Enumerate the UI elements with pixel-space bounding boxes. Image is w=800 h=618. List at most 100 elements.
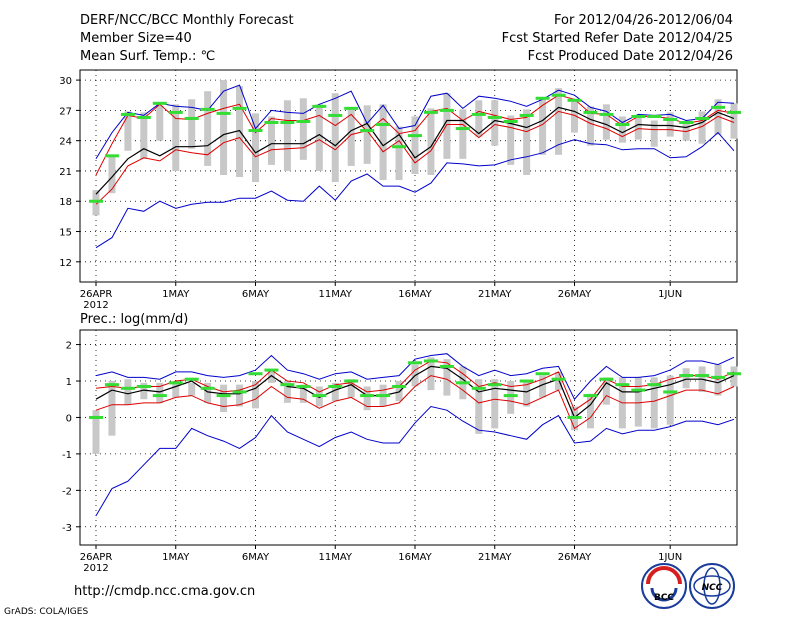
y-tick-label: 1 xyxy=(66,377,72,388)
ncc-logo: NCC xyxy=(689,563,735,609)
spread-box xyxy=(475,379,483,434)
x-year-label: 2012 xyxy=(83,300,108,311)
median-mark xyxy=(647,114,662,118)
spread-box xyxy=(411,116,419,174)
spread-box xyxy=(172,382,180,398)
median-mark xyxy=(89,415,103,419)
median-mark xyxy=(264,368,279,372)
median-mark xyxy=(248,372,263,376)
plot-frame xyxy=(79,329,738,546)
median-mark xyxy=(503,119,518,123)
spread-box xyxy=(92,190,100,216)
median-mark xyxy=(439,364,454,368)
y-tick-label: 21 xyxy=(59,167,72,178)
median-mark xyxy=(408,361,422,365)
x-tick-label: 1MAY xyxy=(162,552,190,563)
spread-box xyxy=(523,381,531,407)
variable-label: Mean Surf. Temp.: ℃ xyxy=(80,49,215,64)
spread-box xyxy=(188,99,196,149)
median-mark xyxy=(328,113,343,117)
y-tick-label: -1 xyxy=(62,450,72,461)
median-mark xyxy=(376,123,391,127)
source-url[interactable]: http://cmdp.ncc.cma.gov.cn xyxy=(74,584,255,599)
x-tick-label: 21MAY xyxy=(478,289,512,300)
spread-box xyxy=(92,410,100,454)
median-mark xyxy=(455,381,470,385)
median-mark xyxy=(392,145,407,149)
median-mark xyxy=(248,129,263,133)
median-mark xyxy=(232,390,247,394)
precipitation-panel: -3 -2 -1 0 1 2 26APR 1MAY 6MAY 11MAY 16MAY 21MAY 26M… xyxy=(62,329,741,574)
median-mark xyxy=(360,129,375,133)
spread-box xyxy=(539,99,547,155)
median-mark xyxy=(89,199,103,203)
spread-box xyxy=(650,120,658,147)
median-mark xyxy=(168,110,183,114)
spread-box xyxy=(586,106,594,146)
x-year-label: 2012 xyxy=(83,563,108,574)
spread-box xyxy=(427,108,435,175)
y-tick-label: 0 xyxy=(66,413,72,424)
spread-box xyxy=(363,386,371,411)
median-mark xyxy=(567,98,582,102)
median-mark xyxy=(535,372,550,376)
median-mark xyxy=(360,394,375,398)
median-mark xyxy=(615,123,630,127)
median-mark xyxy=(471,112,486,116)
median-mark xyxy=(599,377,614,381)
spread-box xyxy=(650,377,658,429)
spread-box xyxy=(507,381,515,414)
spread-box xyxy=(347,379,355,398)
spread-box xyxy=(395,126,403,181)
median-mark xyxy=(344,379,359,383)
median-mark xyxy=(312,394,327,398)
spread-box xyxy=(602,104,610,140)
median-mark xyxy=(423,110,438,114)
series-line-max xyxy=(95,353,735,401)
median-mark xyxy=(439,108,454,112)
y-tick-label: 2 xyxy=(66,341,72,352)
median-mark xyxy=(104,383,119,387)
spread-box xyxy=(491,100,499,146)
median-mark xyxy=(184,377,199,381)
series-line-q75 xyxy=(95,360,735,411)
spread-box xyxy=(124,379,132,405)
median-mark xyxy=(168,381,183,385)
median-mark xyxy=(296,384,311,388)
median-mark xyxy=(535,96,550,100)
spread-box xyxy=(666,375,674,425)
spread-box xyxy=(204,382,212,403)
x-tick-label: 26MAY xyxy=(558,552,592,563)
median-mark xyxy=(599,112,614,116)
median-mark xyxy=(136,384,151,388)
y-tick-label: -3 xyxy=(62,523,72,534)
median-mark xyxy=(184,116,199,120)
spread-box xyxy=(108,155,116,194)
median-mark xyxy=(583,394,598,398)
median-mark xyxy=(152,394,167,398)
spread-box xyxy=(331,382,339,402)
spread-box xyxy=(555,88,563,155)
spread-box xyxy=(220,80,228,175)
y-tick-label: 12 xyxy=(59,258,72,269)
y-tick-label: 24 xyxy=(59,137,72,148)
median-mark xyxy=(120,386,135,390)
series-line-min xyxy=(95,131,735,249)
spread-box xyxy=(220,384,228,412)
median-mark xyxy=(727,110,741,114)
median-mark xyxy=(519,113,534,117)
spread-box xyxy=(395,381,403,402)
spread-box xyxy=(634,116,642,140)
spread-box xyxy=(331,93,339,183)
median-mark xyxy=(711,375,726,379)
median-mark xyxy=(679,120,694,124)
median-mark xyxy=(408,134,422,138)
median-mark xyxy=(663,117,678,121)
x-tick-label: 11MAY xyxy=(318,289,352,300)
median-mark xyxy=(551,93,566,97)
spread-box xyxy=(491,379,499,429)
spread-box xyxy=(252,113,259,183)
spread-box xyxy=(539,375,547,398)
spread-box xyxy=(283,100,291,171)
